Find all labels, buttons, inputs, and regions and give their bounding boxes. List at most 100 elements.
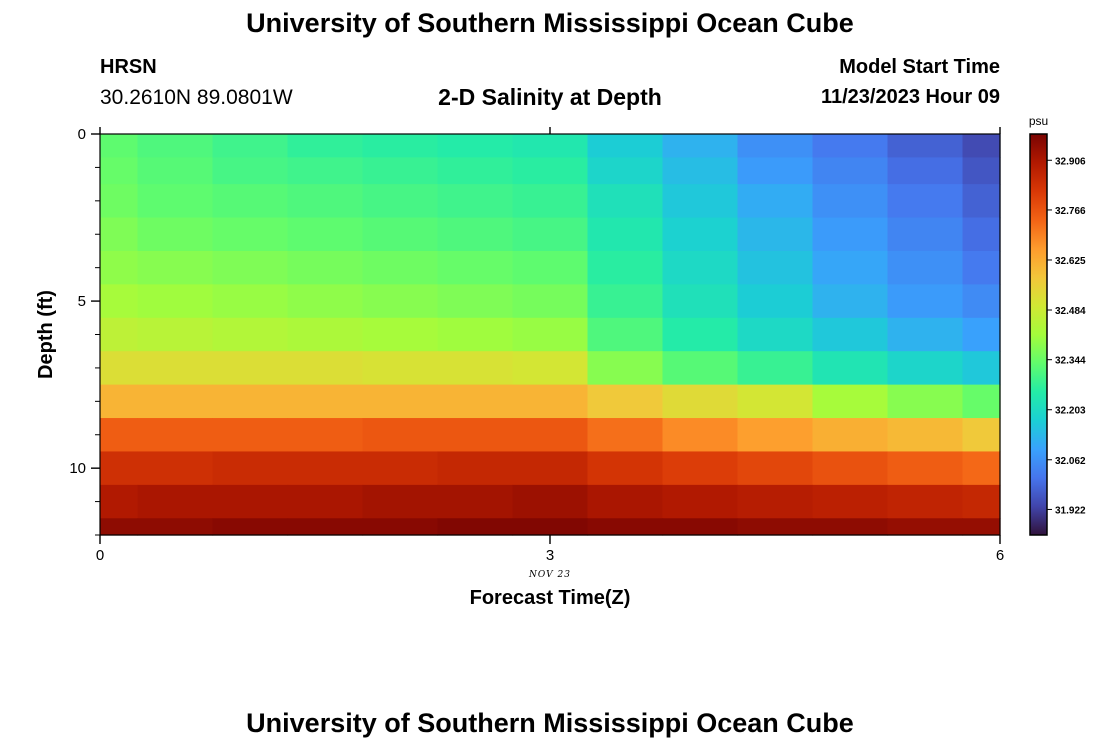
heatmap-cell <box>362 518 439 536</box>
heatmap-cell <box>587 184 664 219</box>
heatmap-cell <box>212 217 289 252</box>
heatmap-cell <box>100 157 139 185</box>
heatmap-cell <box>437 351 514 386</box>
heatmap-cell <box>587 418 664 453</box>
heatmap-cell <box>437 217 514 252</box>
colorbar-scale <box>1029 133 1048 536</box>
heatmap-cell <box>512 134 589 158</box>
colorbar-tick-label: 32.766 <box>1055 206 1086 217</box>
heatmap-cell <box>362 384 439 419</box>
heatmap-cell <box>362 451 439 486</box>
heatmap-cell <box>100 484 139 519</box>
main-title: University of Southern Mississippi Ocean… <box>246 8 854 38</box>
heatmap-cell <box>437 384 514 419</box>
heatmap-cell <box>812 451 889 486</box>
heatmap-cell <box>962 284 1001 319</box>
heatmap-cell <box>962 157 1001 185</box>
heatmap-cell <box>137 317 214 352</box>
heatmap-cell <box>100 418 139 453</box>
heatmap-cell <box>887 184 964 219</box>
x-date-label: NOV 23 <box>528 570 571 580</box>
heatmap-cell <box>737 284 814 319</box>
heatmap-cell <box>587 284 664 319</box>
heatmap-cell <box>662 250 739 285</box>
heatmap-cell <box>512 157 589 185</box>
heatmap-cell <box>887 217 964 252</box>
heatmap-cell <box>812 284 889 319</box>
station-coordinates: 30.2610N 89.0801W <box>100 86 293 109</box>
heatmap-cell <box>662 451 739 486</box>
heatmap-cell <box>587 384 664 419</box>
heatmap-cell <box>887 317 964 352</box>
heatmap-cell <box>287 157 364 185</box>
heatmap-cell <box>212 134 289 158</box>
heatmap-cell <box>287 451 364 486</box>
heatmap-cell <box>812 217 889 252</box>
heatmap-cell <box>437 184 514 219</box>
heatmap-cell <box>962 484 1001 519</box>
colorbar-unit: psu <box>1029 114 1048 128</box>
heatmap-cell <box>887 518 964 536</box>
heatmap-cell <box>212 157 289 185</box>
heatmap-cell <box>512 384 589 419</box>
heatmap-cell <box>100 250 139 285</box>
heatmap-cell <box>587 451 664 486</box>
heatmap-cell <box>662 484 739 519</box>
heatmap-cell <box>287 384 364 419</box>
heatmap-cell <box>812 157 889 185</box>
heatmap-cell <box>512 317 589 352</box>
heatmap-cell <box>962 451 1001 486</box>
station-code: HRSN <box>100 56 157 78</box>
heatmap-cell <box>287 518 364 536</box>
heatmap-cell <box>362 184 439 219</box>
heatmap-cell <box>662 157 739 185</box>
heatmap-cell <box>362 317 439 352</box>
y-tick-label: 0 <box>78 126 86 143</box>
heatmap-cell <box>737 384 814 419</box>
heatmap-cell <box>962 518 1001 536</box>
heatmap-cell <box>287 418 364 453</box>
heatmap-cell <box>737 451 814 486</box>
heatmap-cell <box>662 418 739 453</box>
heatmap-cell <box>587 217 664 252</box>
model-start-label: Model Start Time <box>839 56 1000 78</box>
heatmap-cell <box>812 484 889 519</box>
colorbar-tick-label: 32.906 <box>1055 156 1086 167</box>
heatmap-cell <box>137 518 214 536</box>
heatmap-cell <box>887 157 964 185</box>
heatmap-cell <box>587 484 664 519</box>
heatmap-cell <box>662 317 739 352</box>
heatmap-cell <box>587 518 664 536</box>
heatmap-cell <box>887 351 964 386</box>
heatmap-cell <box>512 418 589 453</box>
heatmap-cell <box>100 451 139 486</box>
heatmap-cell <box>100 351 139 386</box>
colorbar-tick-label: 31.922 <box>1055 505 1086 516</box>
heatmap-cell <box>137 134 214 158</box>
heatmap-cell <box>587 351 664 386</box>
heatmap-cell <box>437 250 514 285</box>
heatmap-cell <box>737 134 814 158</box>
heatmap-cell <box>100 284 139 319</box>
heatmap-cell <box>962 351 1001 386</box>
heatmap-cell <box>662 384 739 419</box>
heatmap-cell <box>287 134 364 158</box>
heatmap-cell <box>362 157 439 185</box>
heatmap-cell <box>212 250 289 285</box>
heatmap-cell <box>137 157 214 185</box>
axes: 0 3 6 0 5 10 <box>69 126 1004 564</box>
heatmap-cell <box>362 134 439 158</box>
heatmap-cell <box>287 217 364 252</box>
heatmap-cell <box>212 418 289 453</box>
heatmap-cell <box>137 351 214 386</box>
y-tick-label: 5 <box>78 293 86 310</box>
heatmap-cell <box>362 351 439 386</box>
heatmap-cell <box>962 418 1001 453</box>
heatmap-cell <box>137 484 214 519</box>
heatmap-cell <box>662 184 739 219</box>
heatmap-cell <box>587 317 664 352</box>
heatmap-cell <box>100 384 139 419</box>
heatmap-cell <box>437 317 514 352</box>
heatmap-cell <box>737 351 814 386</box>
heatmap-cell <box>512 351 589 386</box>
